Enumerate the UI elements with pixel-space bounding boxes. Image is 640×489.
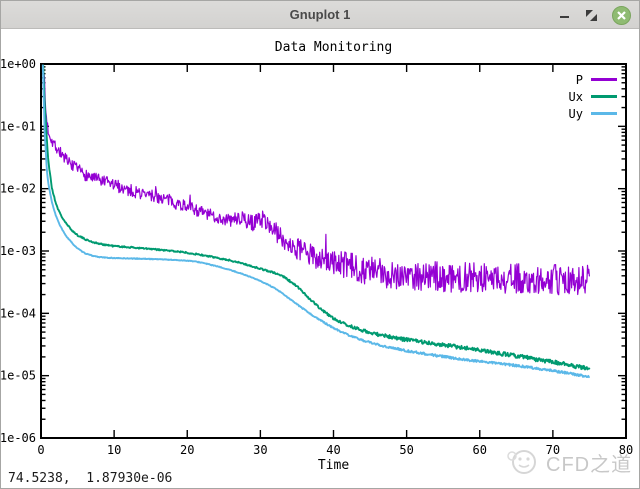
legend-item-uy: Uy [561,105,617,122]
restore-button[interactable] [585,9,597,21]
y-tick-label: 1e-01 [1,119,36,133]
y-tick-label: 1e-03 [1,244,36,258]
y-tick-label: 1e-04 [1,306,36,320]
y-tick-label: 1e-05 [1,369,36,383]
x-tick-label: 0 [37,443,44,457]
x-tick-label: 50 [399,443,413,457]
plot-client-area: Data Monitoring 0 10 20 30 40 50 60 70 80 1e+00 1e… [1,29,640,489]
legend-swatch-p [591,78,617,81]
y-tick-label: 1e+00 [1,57,36,71]
y-tick-label: 1e-06 [1,431,36,445]
minimize-icon [559,16,569,18]
x-tick-label: 70 [546,443,560,457]
mouse-coordinates-readout: 74.5238, 1.87930e-06 [8,471,173,486]
x-tick-label: 30 [253,443,267,457]
legend-label-ux: Ux [568,89,583,104]
x-tick-label: 10 [107,443,121,457]
series-P-line [43,72,590,296]
legend-swatch-ux [591,95,617,98]
x-tick-label: 60 [473,443,487,457]
plot-canvas[interactable]: 0 10 20 30 40 50 60 70 80 1e+00 1e-01 1e-02 1e-03 1e-… [1,29,640,489]
series-Uy-line [41,64,590,379]
legend-label-uy: Uy [568,106,583,121]
x-tick-label: 20 [180,443,194,457]
title-bar[interactable]: Gnuplot 1 [1,1,639,29]
x-tick-label: 40 [326,443,340,457]
legend-label-p: P [575,72,583,87]
legend-item-ux: Ux [561,88,617,105]
series-Ux-line [42,64,591,371]
window-controls [558,1,631,29]
legend: P Ux Uy [561,71,617,122]
window-title: Gnuplot 1 [289,7,351,22]
x-tick-label: 80 [619,443,633,457]
x-axis-label: Time [317,458,350,473]
chart-title: Data Monitoring [274,40,393,55]
legend-swatch-uy [591,112,617,115]
y-tick-label: 1e-02 [1,182,36,196]
minimize-button[interactable] [558,9,570,21]
plot-frame [40,63,627,439]
close-button[interactable] [612,5,631,25]
legend-item-p: P [561,71,617,88]
restore-icon [585,9,597,21]
close-icon [617,10,626,20]
